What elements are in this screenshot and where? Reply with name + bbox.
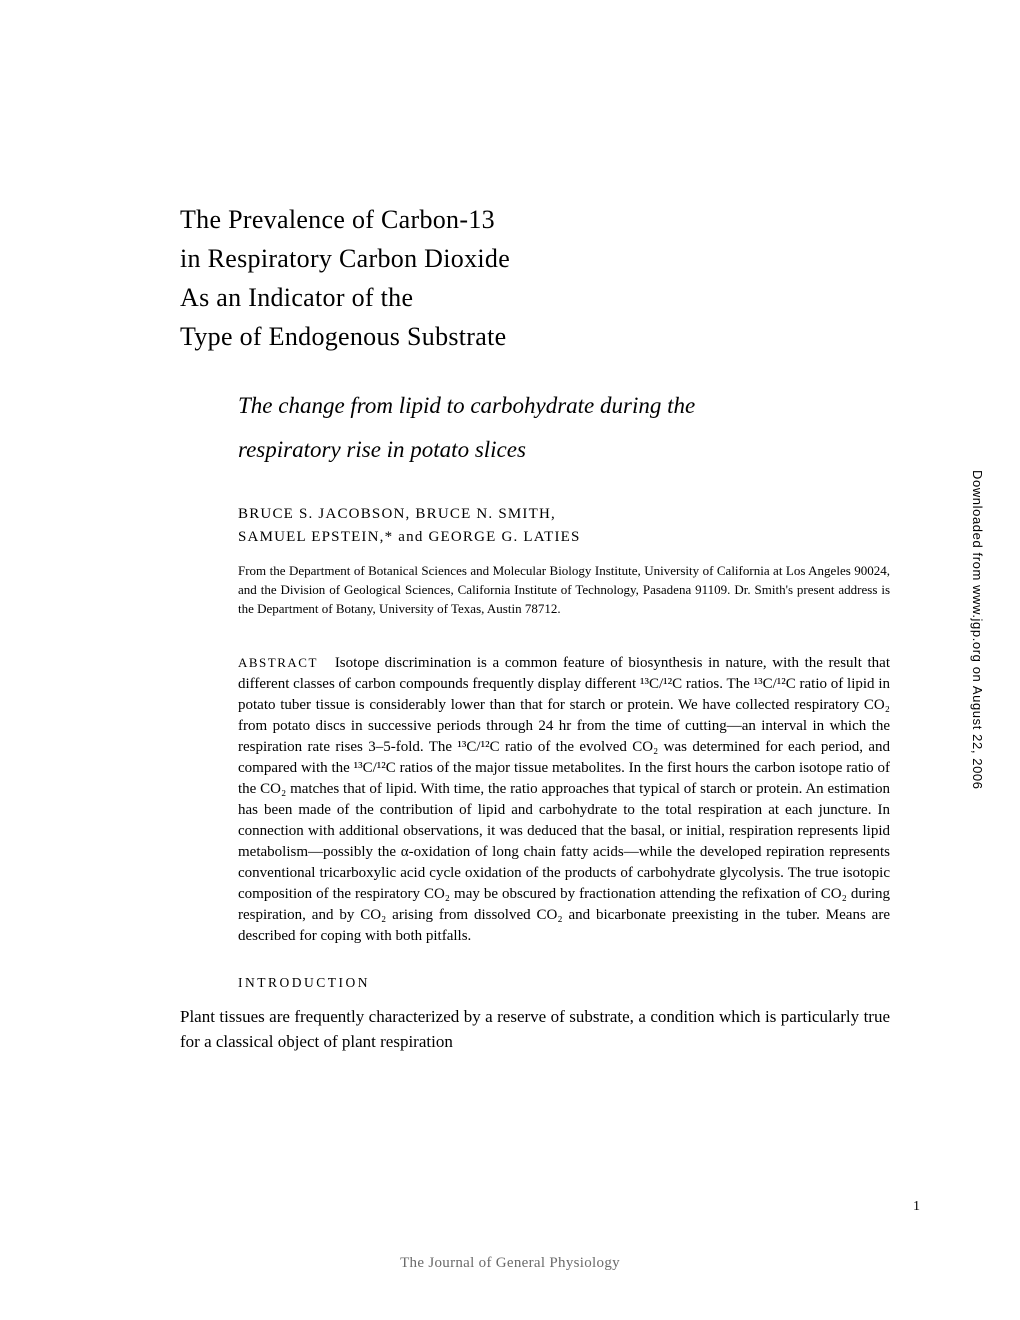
title-line-1: The Prevalence of Carbon-13 [180, 200, 890, 239]
abstract-body: Isotope discrimination is a common featu… [238, 655, 890, 944]
introduction-heading: INTRODUCTION [180, 975, 890, 991]
introduction-text: Plant tissues are frequently characteriz… [180, 1005, 890, 1054]
abstract-paragraph: ABSTRACT Isotope discrimination is a com… [238, 653, 890, 947]
abstract-label: ABSTRACT [238, 655, 318, 670]
download-watermark: Downloaded from www.jgp.org on August 22… [970, 470, 985, 790]
journal-footer: The Journal of General Physiology [0, 1255, 1020, 1272]
affiliation-text: From the Department of Botanical Science… [238, 562, 890, 619]
page-content: The Prevalence of Carbon-13 in Respirato… [0, 0, 1020, 1114]
affiliation-block: From the Department of Botanical Science… [180, 562, 890, 619]
subtitle-line-2: respiratory rise in potato slices [238, 428, 890, 472]
title-line-4: Type of Endogenous Substrate [180, 317, 890, 356]
title-line-2: in Respiratory Carbon Dioxide [180, 239, 890, 278]
authors-block: BRUCE S. JACOBSON, BRUCE N. SMITH, SAMUE… [180, 503, 890, 548]
authors-line-2: SAMUEL EPSTEIN,* and GEORGE G. LATIES [238, 526, 890, 549]
authors-line-1: BRUCE S. JACOBSON, BRUCE N. SMITH, [238, 503, 890, 526]
subtitle-line-1: The change from lipid to carbohydrate du… [238, 384, 890, 428]
page-number: 1 [913, 1199, 920, 1215]
abstract-block: ABSTRACT Isotope discrimination is a com… [180, 653, 890, 947]
title-line-3: As an Indicator of the [180, 278, 890, 317]
subtitle-block: The change from lipid to carbohydrate du… [180, 384, 890, 471]
title-block: The Prevalence of Carbon-13 in Respirato… [180, 200, 890, 356]
